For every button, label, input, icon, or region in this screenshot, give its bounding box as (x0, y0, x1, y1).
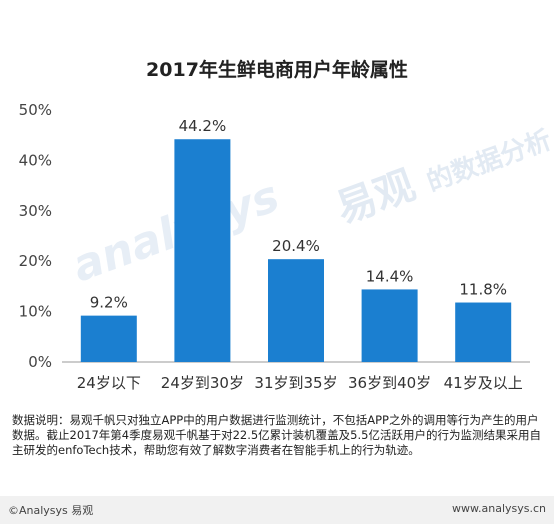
data-note: 数据说明：易观千帆只对独立APP中的用户数据进行监测统计，不包括APP之外的调用… (12, 413, 541, 457)
bar-chart: 2017年生鲜电商用户年龄属性 0% 10% 20% 30% 40% 50% 9.2% 24… (19, 58, 530, 392)
footer: ©Analysys 易观 www.analysys.cn (0, 496, 554, 524)
data-label: 20.4% (272, 237, 320, 255)
chart-title: 2017年生鲜电商用户年龄属性 (146, 58, 408, 81)
copyright-text: ©Analysys 易观 (8, 504, 94, 517)
x-tick-label: 36岁到40岁 (348, 374, 431, 392)
x-tick-label: 24岁到30岁 (161, 374, 244, 392)
data-label: 14.4% (366, 267, 414, 285)
y-tick-label: 30% (19, 202, 52, 220)
data-label: 44.2% (179, 117, 227, 135)
bar (268, 259, 324, 362)
x-tick-label: 31岁到35岁 (254, 374, 337, 392)
x-tick-label: 24岁以下 (77, 374, 141, 392)
data-label: 9.2% (90, 294, 128, 312)
y-tick-label: 50% (19, 101, 52, 119)
y-tick-label: 0% (28, 353, 52, 371)
y-tick-label: 40% (19, 151, 52, 169)
bars: 9.2% 24岁以下 44.2% 24岁到30岁 20.4% 31岁到35岁 14.4% 36… (77, 117, 523, 392)
y-tick-label: 20% (19, 252, 52, 270)
bar (174, 139, 231, 362)
data-label: 11.8% (459, 281, 507, 299)
bar (455, 302, 512, 362)
x-tick-label: 41岁及以上 (444, 374, 523, 392)
y-axis: 0% 10% 20% 30% 40% 50% (19, 101, 52, 371)
bar (361, 289, 418, 362)
footer-link[interactable]: www.analysys.cn (452, 502, 546, 515)
bar (80, 315, 137, 362)
y-tick-label: 10% (19, 303, 52, 321)
